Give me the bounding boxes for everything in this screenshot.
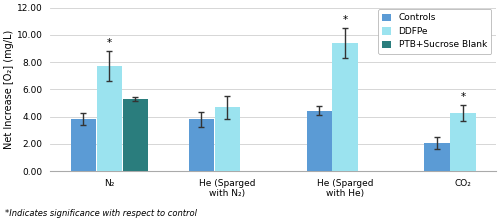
- Bar: [70, 119, 96, 171]
- Bar: [424, 143, 450, 171]
- Text: *: *: [342, 15, 347, 25]
- Bar: [188, 119, 214, 171]
- Text: *: *: [106, 38, 112, 48]
- Text: *Indicates significance with respect to control: *Indicates significance with respect to …: [5, 209, 197, 218]
- Y-axis label: Net Increase [O₂] (mg/L): Net Increase [O₂] (mg/L): [4, 30, 14, 149]
- Bar: [96, 66, 122, 171]
- Text: *: *: [460, 92, 466, 102]
- Bar: [122, 99, 148, 171]
- Bar: [332, 43, 357, 171]
- Bar: [450, 113, 475, 171]
- Bar: [214, 107, 240, 171]
- Legend: Controls, DDFPe, PTB+Sucrose Blank: Controls, DDFPe, PTB+Sucrose Blank: [378, 9, 492, 54]
- Bar: [306, 111, 332, 171]
